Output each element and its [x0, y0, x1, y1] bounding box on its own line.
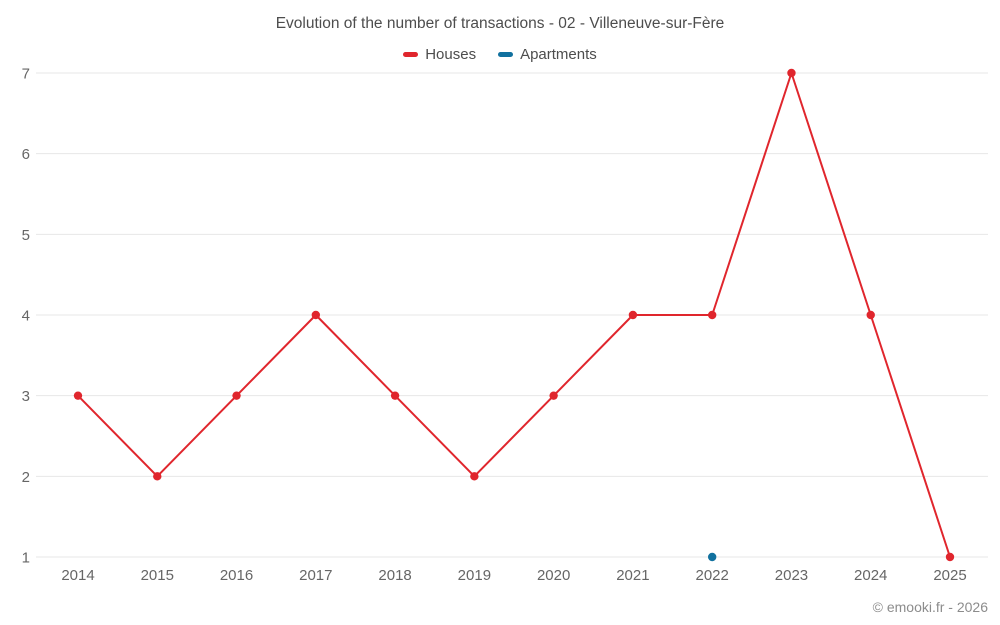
x-tick-label-2014: 2014 [61, 567, 94, 584]
y-tick-label-7: 7 [22, 66, 30, 83]
x-tick-label-2023: 2023 [775, 567, 808, 584]
houses-line [77, 72, 951, 558]
x-tick-label-2016: 2016 [220, 567, 253, 584]
legend-marker-houses [403, 52, 419, 57]
y-tick-label-2: 2 [22, 469, 30, 486]
y-tick-label-1: 1 [22, 550, 30, 567]
chart-title: Evolution of the number of transactions … [275, 15, 725, 32]
legend-marker-apartments [498, 52, 514, 57]
houses-point-2018 [390, 391, 400, 400]
y-tick-label-4: 4 [22, 308, 30, 325]
legend-label: Apartments [520, 46, 597, 63]
x-tick-label-2024: 2024 [854, 567, 887, 584]
x-tick-label-2025: 2025 [933, 567, 966, 584]
legend-item-houses[interactable]: Houses [403, 46, 476, 63]
houses-point-2024 [866, 310, 875, 320]
apartments-point-2022 [707, 552, 717, 562]
y-tick-label-5: 5 [22, 227, 30, 244]
y-tick-label-6: 6 [22, 146, 30, 163]
legend-label: Houses [425, 46, 477, 63]
copyright-text: © emooki.fr - 2026 [872, 599, 988, 615]
houses-point-2015 [153, 472, 162, 481]
chart-legend: Houses Apartments [0, 46, 1000, 63]
y-tick-label-3: 3 [22, 388, 30, 405]
x-tick-label-2020: 2020 [537, 567, 570, 584]
houses-point-2022 [707, 310, 717, 320]
houses-point-2023 [787, 68, 796, 78]
legend-item-apartments[interactable]: Apartments [498, 46, 597, 63]
houses-point-2019 [470, 472, 479, 481]
x-tick-label-2018: 2018 [378, 567, 411, 584]
x-tick-label-2019: 2019 [458, 567, 491, 584]
x-tick-label-2021: 2021 [616, 567, 649, 584]
houses-point-2021 [628, 310, 638, 320]
houses-point-2016 [232, 391, 241, 400]
x-tick-label-2015: 2015 [141, 567, 174, 584]
houses-point-2017 [311, 310, 321, 320]
x-tick-label-2022: 2022 [695, 567, 728, 584]
houses-point-2025 [945, 552, 955, 562]
houses-point-2014 [73, 391, 83, 400]
houses-point-2020 [549, 391, 558, 400]
x-tick-label-2017: 2017 [299, 567, 332, 584]
